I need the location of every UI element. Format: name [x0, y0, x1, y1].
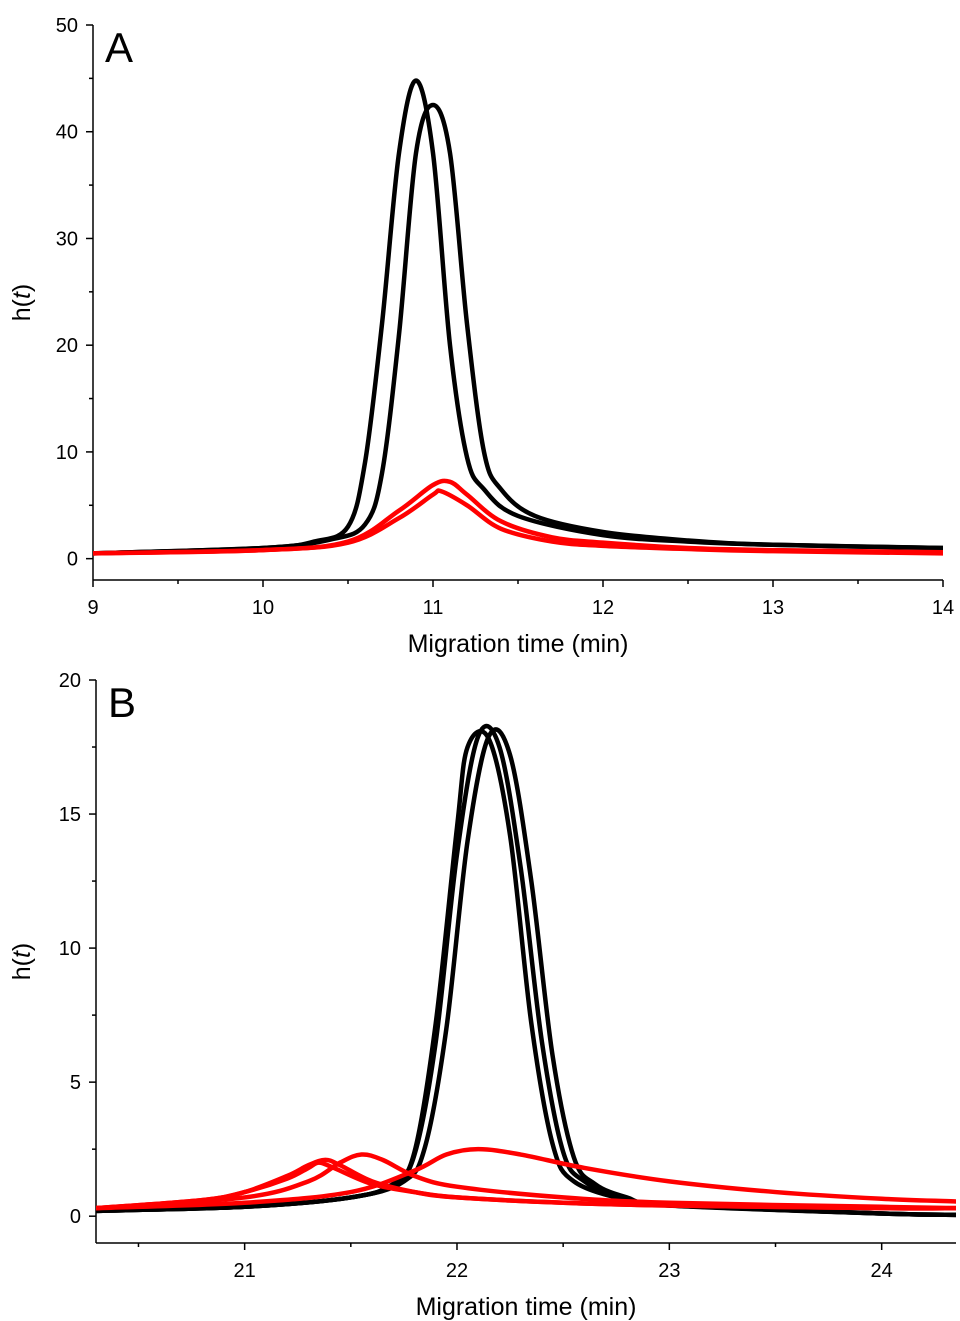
- y-axis-title-variable: t: [8, 291, 36, 299]
- y-axis-title-end: ): [8, 284, 36, 292]
- y-tick-label: 5: [70, 1072, 81, 1094]
- y-axis-title-variable: t: [8, 950, 36, 958]
- y-axis-title-base: h(: [8, 298, 36, 321]
- x-tick-label: 12: [592, 597, 614, 619]
- panel-b: 0 5 10 15 20 21 22 23 24 Migration time (min) h(t)…: [8, 670, 956, 1321]
- y-tick-label: 20: [59, 670, 81, 692]
- red-series-line-5: [96, 1160, 956, 1211]
- y-axis-title: h(t): [8, 943, 36, 981]
- y-tick-label: 10: [56, 442, 78, 464]
- y-axis-title: h(t): [8, 284, 36, 322]
- red-series-line-4: [93, 488, 943, 556]
- y-tick-label: 15: [59, 804, 81, 826]
- red-series-line-7: [96, 1146, 956, 1211]
- x-tick-label: 10: [252, 597, 274, 619]
- x-tick-label: 22: [446, 1260, 468, 1282]
- y-axis-title-end: ): [8, 943, 36, 951]
- panel-a: 0 10 20 30 40 50 9 10 11 12 13 14 Migration time (mi…: [8, 15, 954, 658]
- x-axis-title: Migration time (min): [416, 1293, 637, 1321]
- series-group: [96, 723, 956, 1218]
- panel-label: A: [105, 24, 133, 71]
- y-tick-label: 0: [70, 1206, 81, 1228]
- x-tick-label: 23: [658, 1260, 680, 1282]
- x-tick-label: 14: [932, 597, 954, 619]
- red-series-line-6: [96, 1152, 956, 1211]
- y-tick-label: 40: [56, 122, 78, 144]
- black-series-line-2: [93, 102, 943, 556]
- y-tick-label: 20: [56, 335, 78, 357]
- x-axis-title: Migration time (min): [408, 630, 629, 658]
- y-tick-label: 50: [56, 15, 78, 37]
- panel-label: B: [108, 679, 136, 726]
- x-tick-label: 13: [762, 597, 784, 619]
- y-tick-label: 30: [56, 228, 78, 250]
- black-series-line-1: [93, 78, 943, 556]
- series-group: [93, 78, 943, 556]
- x-tick-label: 9: [87, 597, 98, 619]
- y-tick-label: 10: [59, 938, 81, 960]
- y-axis-title-base: h(: [8, 957, 36, 980]
- x-tick-label: 11: [423, 597, 444, 619]
- black-series-line-2: [96, 728, 956, 1218]
- y-tick-label: 0: [67, 549, 78, 571]
- x-tick-label: 21: [234, 1260, 256, 1282]
- x-tick-label: 24: [871, 1260, 893, 1282]
